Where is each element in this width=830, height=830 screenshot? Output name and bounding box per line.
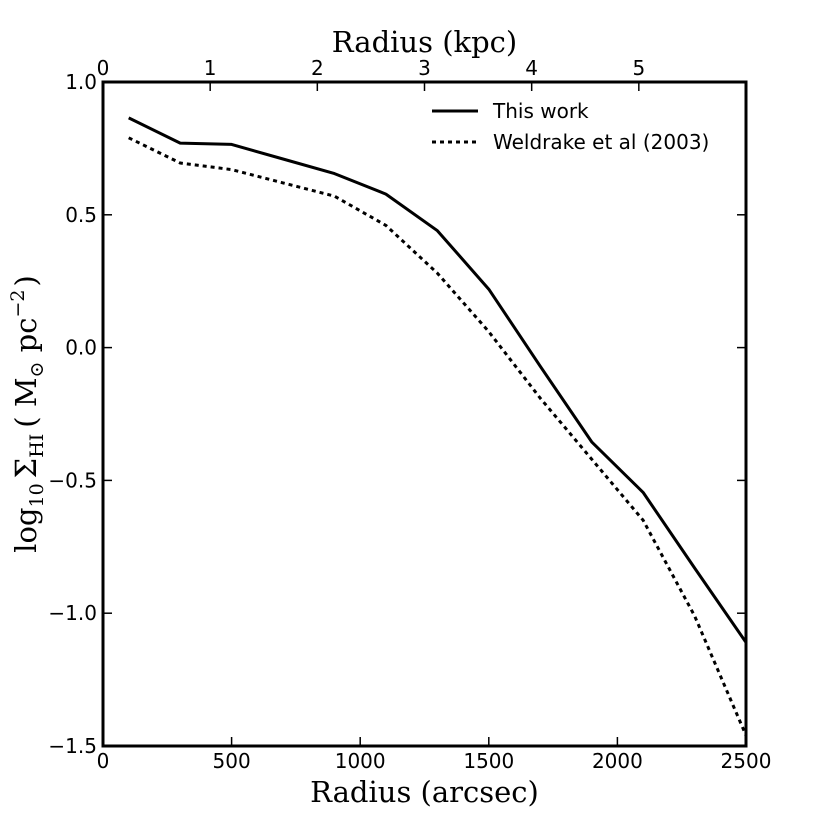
y-title-log-sub: 10 (26, 483, 48, 507)
legend: This work Weldrake et al (2003) (432, 99, 709, 154)
y-title-log: log (9, 508, 43, 553)
y-title-unit-open: ( M (9, 377, 43, 427)
series-line-weldrake (128, 136, 748, 736)
x-tick-label: 0 (97, 749, 110, 773)
y-tick-label: −1.0 (48, 601, 97, 625)
top-x-tick-label: 3 (418, 56, 431, 80)
y-tick-label: −1.5 (48, 734, 97, 758)
y-title-unit-mid: pc (9, 318, 43, 362)
x-tick-label: 500 (213, 749, 251, 773)
legend-label-weldrake: Weldrake et al (2003) (493, 130, 709, 154)
y-tick-label: −0.5 (48, 468, 97, 492)
top-x-tick-label: 5 (632, 56, 645, 80)
y-title-unit-sup: −2 (7, 290, 29, 318)
y-tick-label: 1.0 (65, 70, 97, 94)
y-title-sigma: Σ (9, 458, 43, 479)
x-tick-label: 2500 (721, 749, 772, 773)
y-tick-label: 0.0 (65, 336, 97, 360)
y-title-sigma-sub: HI (26, 434, 48, 458)
plot-frame (101, 80, 748, 748)
x-tick-label: 2000 (592, 749, 643, 773)
series-line-this-work (128, 116, 748, 644)
top-x-tick-label: 2 (311, 56, 324, 80)
lines-layer (128, 116, 748, 736)
y-tick-label: 0.5 (65, 203, 97, 227)
y-axis-title-text: log10 ΣHI ( M⊙ pc−2) (7, 275, 48, 553)
top-x-tick-label: 0 (97, 56, 110, 80)
top-x-tick-label: 1 (204, 56, 217, 80)
top-x-tick-label: 4 (525, 56, 538, 80)
y-title-unit-close: ) (9, 275, 43, 286)
legend-label-this-work: This work (492, 99, 589, 123)
x-tick-label: 1000 (335, 749, 386, 773)
ticks-layer: 0 500 1000 1500 2000 2500 0 1 2 3 4 5 −1.5 −1.0 −0.5 0.… (48, 56, 771, 773)
y-title-sun-sub: ⊙ (26, 362, 48, 378)
y-axis-title: log10 ΣHI ( M⊙ pc−2) (7, 275, 48, 553)
x-tick-label: 1500 (463, 749, 514, 773)
x-axis-title: Radius (arcsec) (310, 775, 539, 809)
top-x-axis-title: Radius (kpc) (332, 25, 517, 59)
